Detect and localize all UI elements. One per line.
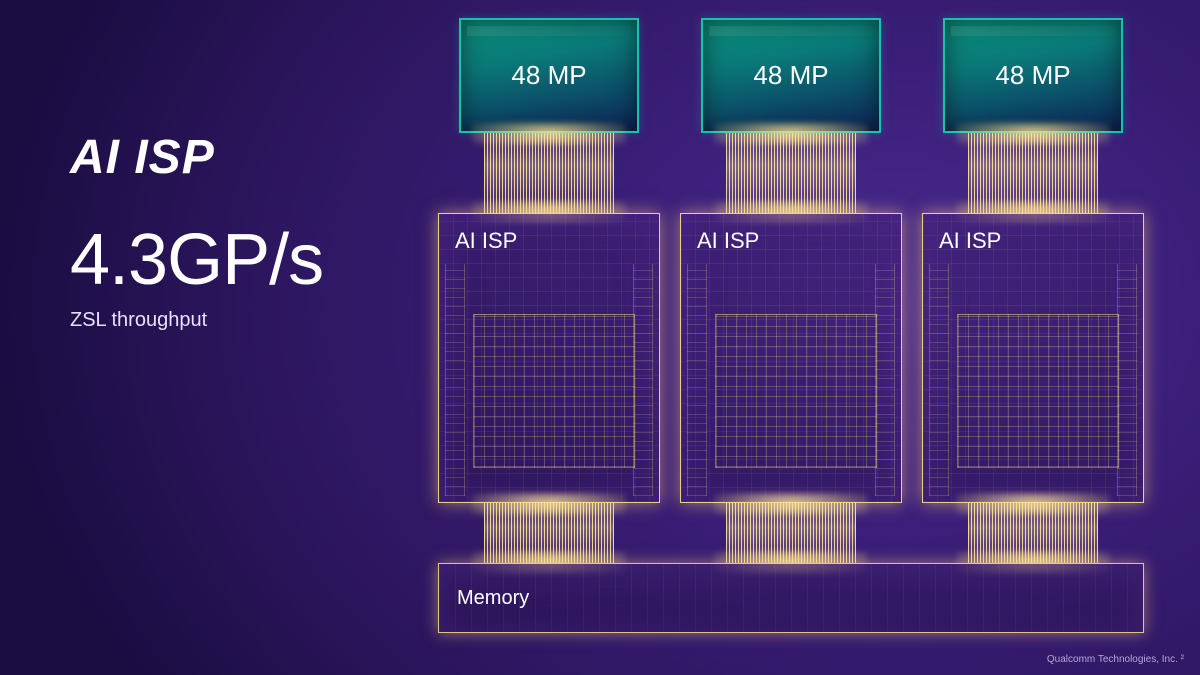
throughput-metric: 4.3GP/s <box>70 223 323 299</box>
memory-label: Memory <box>457 587 529 610</box>
memory-block: Memory <box>438 563 1144 633</box>
data-bus-icon <box>484 503 614 563</box>
metric-subtitle: ZSL throughput <box>70 309 323 332</box>
headline-block: AI ISP 4.3GP/s ZSL throughput <box>70 130 323 332</box>
copyright-footer: Qualcomm Technologies, Inc. ² <box>1047 654 1184 665</box>
memory-row: Memory <box>430 563 1170 633</box>
product-title: AI ISP <box>70 130 323 185</box>
data-bus-icon <box>968 503 1098 563</box>
architecture-diagram: 48 MP 48 MP 48 MP AI ISP AI ISP AI ISP <box>430 18 1170 658</box>
data-bus-icon <box>726 503 856 563</box>
